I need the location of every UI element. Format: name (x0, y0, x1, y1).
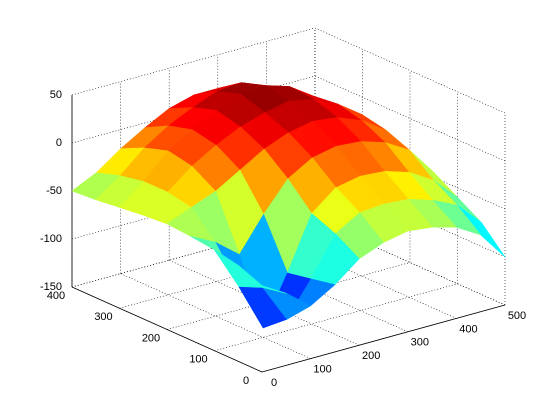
z-tick-label: -50 (46, 185, 62, 197)
x-tick-label: 100 (313, 364, 331, 376)
y-tick-label: 300 (94, 311, 112, 323)
z-tick-label: -100 (40, 233, 62, 245)
z-tick-label: 50 (50, 89, 62, 101)
surface-patch (238, 265, 287, 294)
y-tick-label: 200 (142, 332, 160, 344)
y-tick-label: 400 (47, 290, 65, 302)
y-axis (71, 286, 263, 373)
x-tick-label: 400 (459, 323, 477, 335)
x-tick-label: 0 (271, 377, 277, 389)
z-tick-label: -150 (40, 281, 62, 293)
x-tick-label: 500 (508, 310, 526, 322)
z-tick-label: 0 (56, 137, 62, 149)
y-tick-label: 0 (243, 375, 249, 387)
x-axis (261, 304, 506, 373)
grid-line (214, 283, 458, 352)
y-tick-label: 100 (189, 354, 207, 366)
grid-line (71, 27, 316, 96)
x-tick-label: 300 (411, 337, 429, 349)
x-tick-label: 200 (362, 350, 380, 362)
